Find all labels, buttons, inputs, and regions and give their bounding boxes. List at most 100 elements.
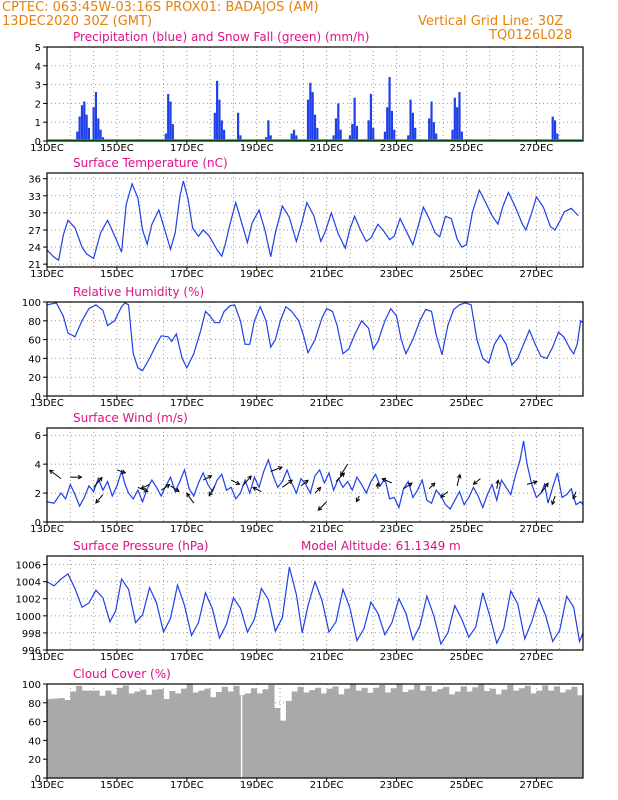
y-tick-label: 1: [35, 118, 41, 129]
chart-title: Precipitation (blue) and Snow Fall (gree…: [73, 30, 369, 44]
cloud-cover-bar: [449, 694, 456, 778]
cloud-cover-bar: [47, 699, 54, 778]
wind-arrow-head: [95, 498, 100, 504]
x-tick-label: 17DEC: [170, 524, 204, 535]
precip-bar: [78, 116, 81, 141]
precip-bar: [236, 112, 240, 141]
cloud-cover-bar: [367, 692, 374, 778]
wind-arrow: [551, 495, 556, 505]
cloud-cover-bar: [268, 684, 275, 778]
y-tick-label: 4: [35, 62, 41, 73]
precip-bar: [458, 92, 461, 141]
y-tick-label: 80: [28, 699, 41, 710]
precip-bar: [99, 129, 102, 141]
precip-bar: [264, 137, 268, 141]
y-tick-label: 0: [35, 137, 41, 148]
cloud-cover-bar: [361, 687, 368, 778]
cloud-cover-bar: [437, 689, 444, 778]
cloud-cover-bar: [122, 685, 129, 778]
cloud-cover-bar: [332, 686, 339, 778]
wind-arrow: [526, 481, 538, 485]
y-tick-label: 1002: [16, 595, 41, 606]
precip-bar: [393, 129, 396, 141]
x-tick-label: 19DEC: [240, 780, 274, 791]
cloud-cover-bar: [134, 691, 141, 778]
cloud-cover-bar: [530, 693, 537, 778]
precip-bar: [453, 97, 456, 141]
precip-bar: [85, 114, 88, 141]
x-tick-label: 23DEC: [380, 269, 414, 280]
cloud-cover-bar: [315, 687, 322, 778]
precip-bar: [451, 129, 454, 141]
x-tick-label: 15DEC: [100, 143, 134, 154]
cloud-cover-bar: [466, 691, 473, 778]
x-tick-label: 23DEC: [380, 524, 414, 535]
precip-bar: [409, 99, 412, 141]
y-tick-label: 4: [35, 460, 41, 471]
x-tick-label: 17DEC: [170, 780, 204, 791]
precip-bar: [76, 131, 79, 141]
y-tick-label: 0: [35, 774, 41, 785]
cloud-cover-bar: [285, 700, 292, 778]
cloud-cover-bar: [256, 693, 263, 778]
wind-arrow-head: [140, 485, 146, 490]
cloud-cover-bar: [419, 690, 426, 778]
chart-title: Surface Wind (m/s): [73, 411, 188, 425]
precip-bar: [306, 99, 310, 141]
cloud-cover-bar: [186, 684, 193, 778]
wind-arrow-head: [495, 479, 500, 485]
y-tick-label: 1000: [16, 612, 41, 623]
wind-arrow: [208, 485, 216, 496]
x-tick-label: 19DEC: [240, 652, 274, 663]
cloud-cover-bar: [326, 688, 333, 778]
cloud-cover-bar: [198, 690, 205, 778]
wind-arrow: [540, 482, 549, 494]
cloud-cover-bar: [513, 690, 520, 778]
x-tick-label: 19DEC: [240, 524, 274, 535]
precip-bar: [169, 101, 172, 141]
cloud-cover-bar: [373, 687, 380, 778]
wind-arrow-head: [252, 486, 258, 492]
wind-arrow-head: [303, 479, 309, 485]
wind-arrow: [160, 484, 170, 491]
cloud-cover-bar: [111, 694, 118, 778]
cloud-cover-bar: [210, 697, 217, 778]
wind-arrow: [456, 474, 461, 486]
precip-bar: [220, 120, 223, 141]
precip-bar: [348, 135, 352, 141]
x-tick-label: 25DEC: [450, 143, 484, 154]
precip-bar: [551, 116, 554, 141]
wind-arrow-head: [355, 497, 361, 503]
cloud-cover-bar: [577, 695, 584, 778]
x-tick-label: 21DEC: [310, 269, 344, 280]
wind-arrow: [356, 495, 360, 502]
precip-bar: [167, 94, 170, 141]
cloud-cover-bar: [157, 689, 164, 778]
cloud-cover-bar: [553, 686, 560, 778]
wind-arrow-head: [317, 506, 323, 511]
cloud-cover-bar: [146, 694, 153, 778]
y-tick-label: 2: [35, 99, 41, 110]
precip-bar: [239, 135, 242, 141]
precip-bar: [411, 112, 414, 141]
wind-arrow-head: [288, 479, 294, 485]
cloud-cover-bar: [274, 707, 281, 778]
panel-frame: [46, 46, 584, 142]
cloud-cover-bar: [76, 685, 83, 778]
wind-arrow-head: [572, 494, 577, 500]
cloud-cover-bar: [565, 689, 572, 778]
precip-bar: [269, 135, 272, 141]
cloud-cover-bar: [303, 692, 310, 778]
y-tick-label: 100: [22, 680, 41, 691]
chart-title: Relative Humidity (%): [73, 285, 204, 299]
precip-bar: [267, 120, 270, 141]
x-tick-label: 19DEC: [240, 143, 274, 154]
x-tick-label: 17DEC: [170, 269, 204, 280]
cloud-cover-bar: [262, 689, 269, 778]
precip-bar: [386, 107, 389, 141]
cloud-cover-bar: [390, 688, 397, 778]
wind-arrow: [473, 478, 481, 485]
cloud-cover-bar: [320, 693, 327, 778]
cloud-cover-bar: [116, 687, 124, 778]
